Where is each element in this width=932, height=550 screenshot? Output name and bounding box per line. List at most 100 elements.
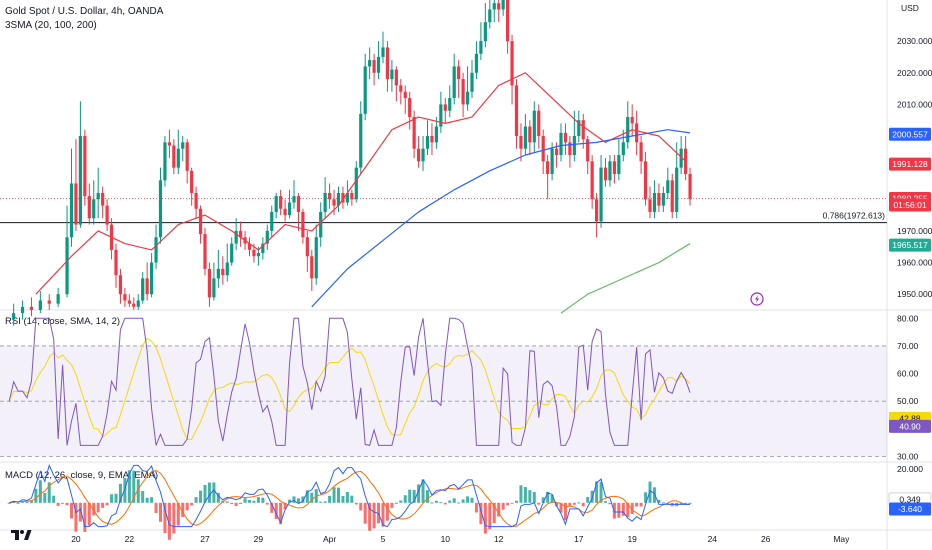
macd-histogram-bar [635,502,639,507]
indicator-legend[interactable]: 3SMA (20, 100, 200) [5,20,97,31]
macd-histogram-bar [301,496,305,503]
macd-histogram-bar [394,502,398,504]
macd-histogram-bar [546,491,550,503]
macd-histogram-bar [652,487,656,503]
candle [497,3,501,10]
time-tick-label: 29 [254,534,264,544]
candle [546,161,550,174]
time-tick-label: 5 [381,534,386,544]
candle [234,230,238,244]
candle [163,142,167,181]
macd-histogram-bar [29,500,33,503]
macd-histogram-bar [127,470,131,503]
time-tick-label: May [833,534,850,544]
candle [252,249,256,257]
macd-histogram-bar [581,502,585,507]
candle [657,192,661,206]
candle [158,180,163,238]
macd-histogram-bar [644,492,648,503]
macd-histogram-bar [372,502,376,529]
macd-histogram-bar [328,495,332,503]
macd-histogram-bar [434,500,438,503]
candle [319,211,323,238]
macd-histogram-bar [506,502,510,506]
candle [554,148,559,155]
price-badge [889,198,931,212]
macd-histogram-bar [550,495,554,503]
macd-title[interactable]: MACD (12, 26, close, 9, EMA, EMA) [5,470,159,481]
candle [541,136,545,162]
candle [29,306,34,310]
candle [287,202,292,216]
candle [123,294,127,301]
macd-histogram-bar [443,502,447,505]
candle [69,183,74,238]
candle [167,142,171,146]
macd-histogram-bar [452,498,456,503]
time-tick-label: 24 [708,534,718,544]
candle [483,22,487,42]
rsi-tick-label: 50.00 [897,396,919,406]
candle [176,148,180,168]
macd-histogram-bar [604,501,607,503]
candle [127,300,131,304]
macd-histogram-bar [190,502,194,506]
macd-histogram-bar [519,485,523,503]
price-tick-label: 2010.000 [897,99,932,109]
macd-histogram-bar [265,502,269,505]
candle [194,192,198,209]
time-tick-label: 27 [200,534,210,544]
candle [679,148,683,168]
candle [141,278,145,301]
macd-histogram-bar [194,497,198,503]
macd-histogram-bar [639,502,643,507]
candle [270,211,274,231]
candle [185,142,189,171]
macd-histogram-bar [136,479,140,503]
candle [581,120,585,140]
macd-histogram-bar [341,496,345,503]
candle [586,139,590,162]
macd-histogram-bar [688,502,692,504]
macd-histogram-bar [657,499,661,503]
candle [372,60,376,73]
macd-histogram-bar [621,502,625,516]
candle [408,98,412,118]
flash-icon [750,292,764,306]
candle [65,237,69,295]
candle [221,268,225,276]
candle [83,136,87,197]
macd-histogram-bar [350,495,354,503]
candle [399,85,403,92]
candle [203,234,207,269]
macd-histogram-bar [110,494,114,503]
macd-histogram-bar [74,502,78,532]
candle [225,262,229,276]
macd-histogram-bar [234,502,238,506]
candle [216,268,220,279]
candle [101,192,105,206]
rsi-line [8,317,691,446]
time-tick-label: 22 [125,534,135,544]
rsi-tick-label: 80.00 [897,313,919,323]
candle [425,136,430,149]
candle [635,123,639,143]
macd-histogram-bar [181,502,185,517]
macd-histogram-bar [354,502,358,505]
macd-histogram-bar [323,501,327,503]
rsi-title[interactable]: RSI (14, close, SMA, 14, 2) [5,316,121,327]
macd-histogram-bar [568,502,572,506]
candle [652,192,657,212]
candle [279,196,283,209]
candle [403,91,407,99]
macd-histogram-bar [630,502,634,514]
sma-line [35,72,687,295]
macd-badge [889,502,931,516]
candle [381,47,385,57]
macd-histogram-bar [470,497,474,503]
macd-histogram-bar [617,502,621,518]
macd-histogram-bar [563,502,567,521]
macd-histogram-bar [176,502,180,526]
macd-histogram-bar [274,502,278,520]
